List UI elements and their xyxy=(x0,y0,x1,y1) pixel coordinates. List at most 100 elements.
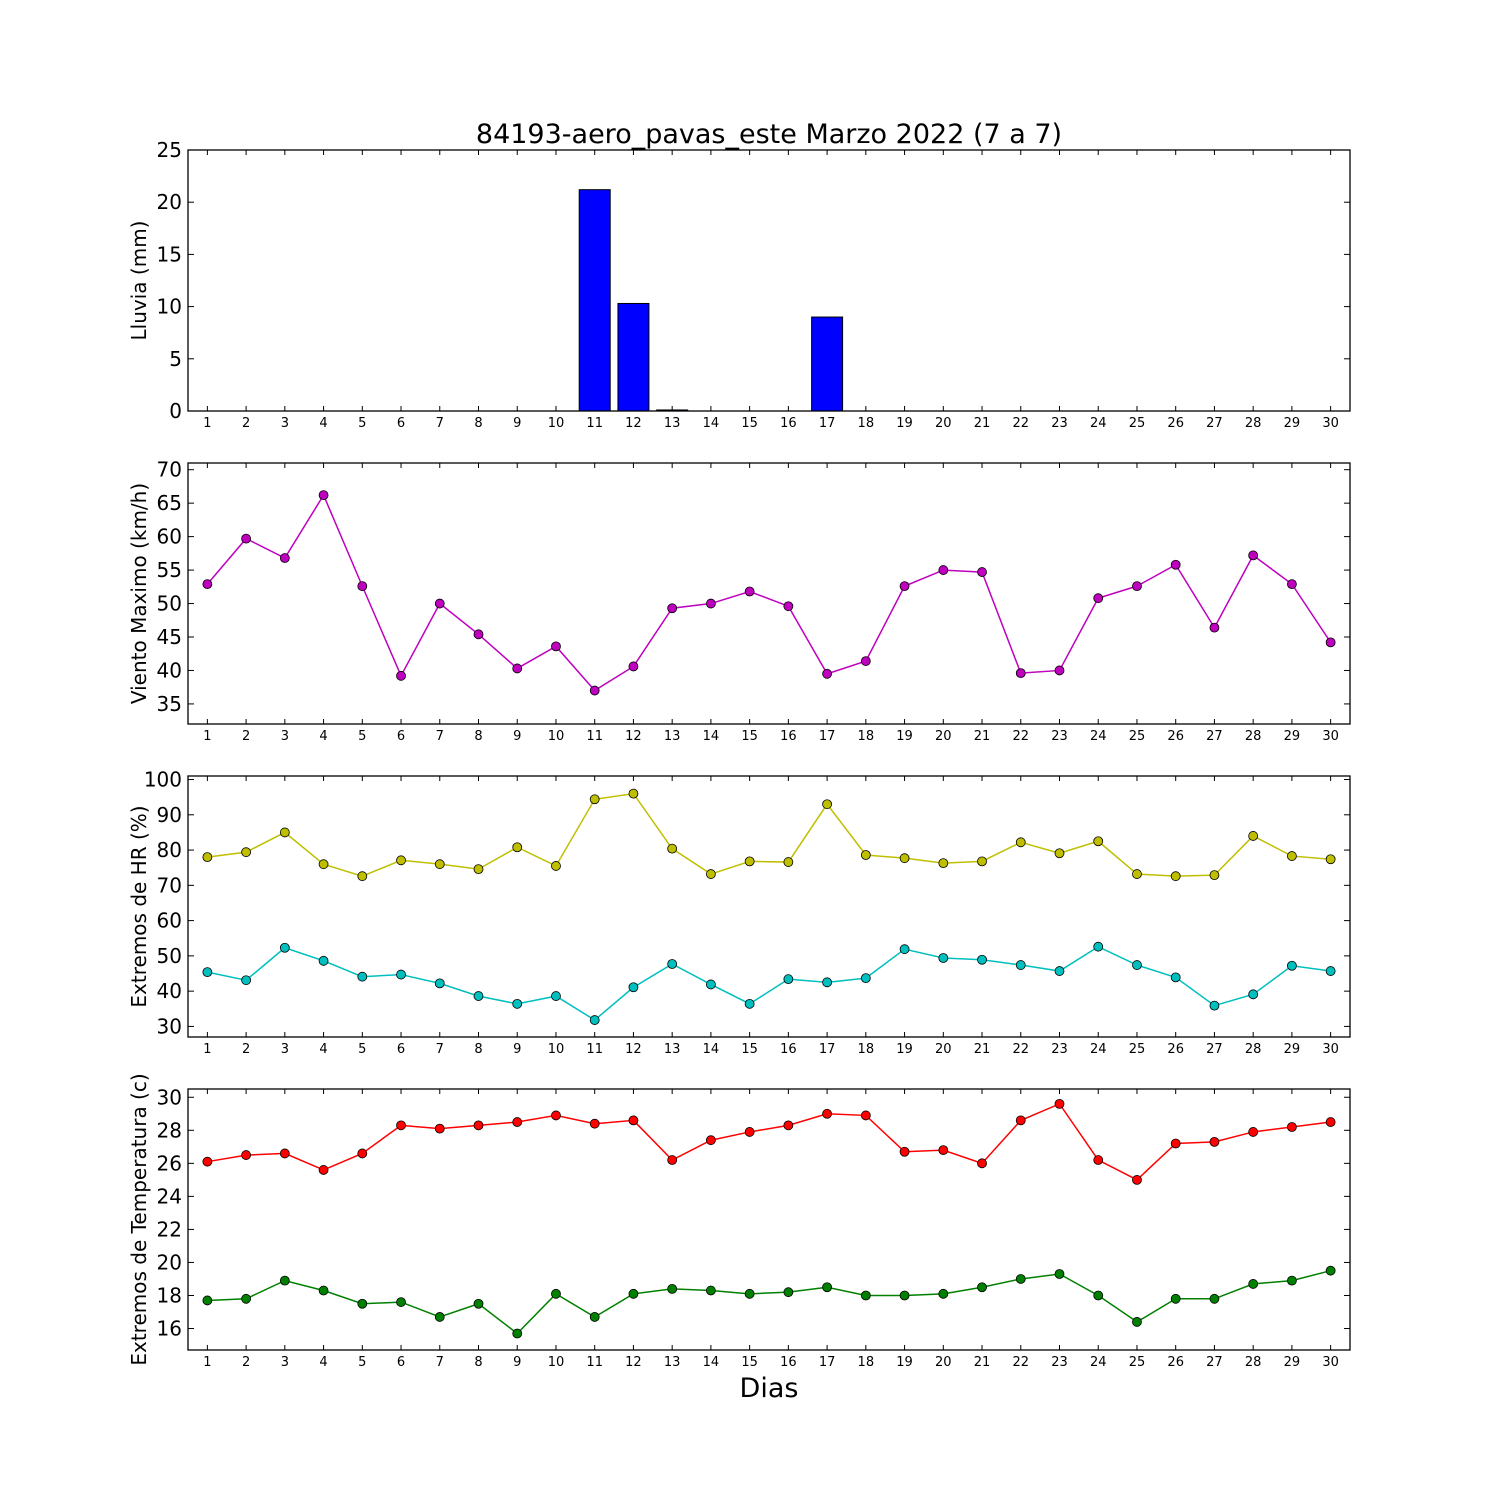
humidity-series-line-1 xyxy=(207,945,1331,1021)
temperature-xtick-label: 30 xyxy=(1322,1355,1339,1370)
humidity-point xyxy=(628,788,639,799)
wind-point xyxy=(357,581,368,592)
humidity-point xyxy=(1170,871,1181,882)
rain-xtick-label: 10 xyxy=(548,416,565,431)
temperature-ytick-label: 16 xyxy=(157,1317,182,1341)
rain-xtick-label: 17 xyxy=(819,416,836,431)
rain-xtick-label: 11 xyxy=(586,416,603,431)
wind-ytick-label: 70 xyxy=(157,458,182,482)
temperature-point xyxy=(977,1158,987,1169)
temperature-point xyxy=(1287,1275,1297,1286)
humidity-ytick-label: 60 xyxy=(157,909,182,933)
wind-xtick-label: 21 xyxy=(974,729,991,744)
temperature-point xyxy=(396,1120,406,1131)
wind-point xyxy=(1325,637,1336,648)
wind-point xyxy=(822,668,832,679)
humidity-point xyxy=(551,861,561,871)
humidity-point xyxy=(396,969,406,980)
humidity-point xyxy=(860,973,871,983)
rain-xtick-label: 25 xyxy=(1129,416,1146,431)
rain-ytick-label: 25 xyxy=(157,138,182,162)
temperature-point xyxy=(938,1145,949,1156)
temperature-xtick-label: 29 xyxy=(1284,1355,1301,1370)
humidity-point xyxy=(899,853,910,864)
temperature-point xyxy=(706,1135,716,1146)
temperature-point xyxy=(667,1155,678,1165)
humidity-xtick-label: 21 xyxy=(974,1042,991,1057)
humidity-xtick-label: 5 xyxy=(358,1042,366,1057)
rain-xtick-label: 5 xyxy=(358,416,366,431)
wind-point xyxy=(706,598,716,609)
rain-xtick-label: 23 xyxy=(1051,416,1068,431)
temperature-y-axis-label: Extremos de Temperatura (c) xyxy=(127,1073,151,1365)
humidity-point xyxy=(434,978,445,989)
temperature-point xyxy=(1054,1098,1065,1109)
temperature-xtick-label: 15 xyxy=(741,1355,758,1370)
temperature-point xyxy=(1325,1117,1336,1127)
temperature-xtick-label: 20 xyxy=(935,1355,952,1370)
rain-xtick-label: 6 xyxy=(397,416,405,431)
temperature-xtick-label: 24 xyxy=(1090,1355,1107,1370)
humidity-xtick-label: 6 xyxy=(397,1042,405,1057)
humidity-xtick-label: 4 xyxy=(319,1042,327,1057)
temperature-point xyxy=(1248,1127,1259,1137)
temperature-ytick-label: 22 xyxy=(157,1217,182,1241)
wind-point xyxy=(589,685,600,696)
wind-point xyxy=(899,581,910,592)
humidity-series-line-0 xyxy=(207,792,1331,877)
humidity-point xyxy=(1209,1000,1220,1011)
wind-point xyxy=(860,656,871,666)
humidity-point xyxy=(822,799,832,810)
wind-xtick-label: 9 xyxy=(513,729,521,744)
humidity-point xyxy=(628,982,639,993)
temperature-xtick-label: 10 xyxy=(548,1355,565,1370)
rain-xtick-label: 26 xyxy=(1167,416,1184,431)
wind-xtick-label: 5 xyxy=(358,729,366,744)
humidity-point xyxy=(1132,960,1142,970)
humidity-xtick-label: 8 xyxy=(474,1042,482,1057)
temperature-xtick-label: 22 xyxy=(1012,1355,1029,1370)
wind-xtick-label: 6 xyxy=(397,729,405,744)
humidity-point xyxy=(1054,966,1065,976)
x-axis-label: Dias xyxy=(740,1373,799,1404)
temperature-ytick-label: 30 xyxy=(157,1085,182,1109)
humidity-xtick-label: 17 xyxy=(819,1042,836,1057)
wind-ytick-label: 65 xyxy=(157,491,182,515)
wind-point xyxy=(1093,593,1104,604)
wind-point xyxy=(744,586,755,597)
rain-frame xyxy=(187,149,1351,412)
wind-xtick-label: 22 xyxy=(1012,729,1029,744)
temperature-point xyxy=(357,1298,368,1309)
humidity-frame xyxy=(187,775,1351,1038)
humidity-xtick-label: 25 xyxy=(1129,1042,1146,1057)
rain-xtick-label: 1 xyxy=(203,416,211,431)
humidity-point xyxy=(706,979,716,990)
rain-y-axis-label: Lluvia (mm) xyxy=(127,221,151,341)
wind-point xyxy=(1015,668,1026,679)
humidity-point xyxy=(279,942,290,953)
wind-xtick-label: 26 xyxy=(1167,729,1184,744)
temperature-point xyxy=(551,1110,561,1121)
rain-xtick-label: 12 xyxy=(625,416,642,431)
humidity-point xyxy=(783,974,794,985)
wind-xtick-label: 10 xyxy=(548,729,565,744)
humidity-ytick-label: 50 xyxy=(157,944,182,968)
rain-xtick-label: 2 xyxy=(242,416,250,431)
temperature-point xyxy=(512,1328,523,1339)
humidity-point xyxy=(938,858,949,869)
temperature-point xyxy=(1325,1265,1336,1276)
wind-point xyxy=(667,603,678,614)
humidity-point xyxy=(783,857,794,867)
humidity-point xyxy=(357,871,368,882)
wind-xtick-label: 23 xyxy=(1051,729,1068,744)
wind-point xyxy=(628,661,639,672)
wind-point xyxy=(1209,622,1220,633)
wind-ytick-label: 50 xyxy=(157,592,182,616)
temperature-xtick-label: 9 xyxy=(513,1355,521,1370)
rain-xtick-label: 15 xyxy=(741,416,758,431)
temperature-point xyxy=(1132,1174,1142,1185)
humidity-point xyxy=(1170,972,1181,983)
